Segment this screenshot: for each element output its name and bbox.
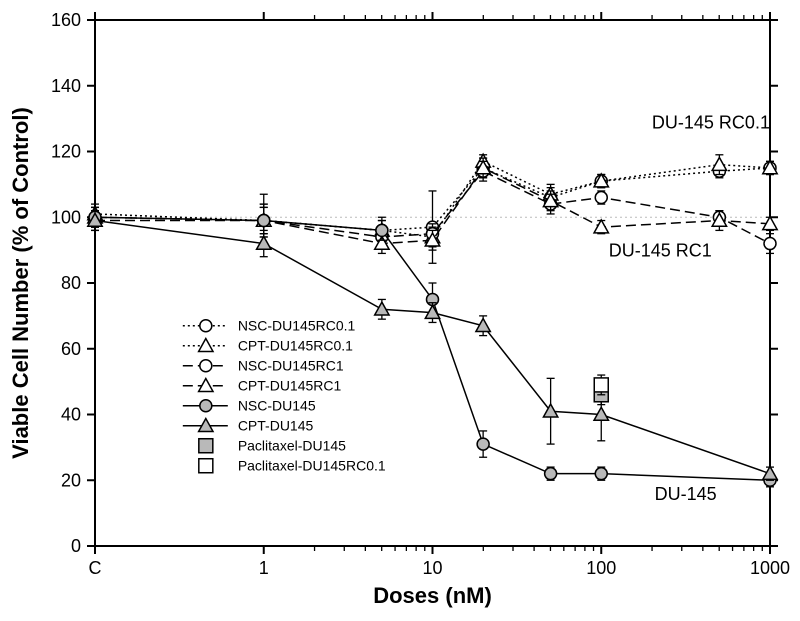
svg-text:100: 100 bbox=[586, 558, 616, 578]
annotation: DU-145 RC1 bbox=[609, 241, 712, 261]
svg-text:1000: 1000 bbox=[750, 558, 790, 578]
svg-text:NSC-DU145RC0.1: NSC-DU145RC0.1 bbox=[238, 318, 356, 334]
svg-text:60: 60 bbox=[61, 339, 81, 359]
svg-text:Paclitaxel-DU145RC0.1: Paclitaxel-DU145RC0.1 bbox=[238, 458, 386, 474]
svg-text:CPT-DU145RC0.1: CPT-DU145RC0.1 bbox=[238, 338, 353, 354]
svg-text:10: 10 bbox=[422, 558, 442, 578]
svg-text:20: 20 bbox=[61, 470, 81, 490]
svg-text:NSC-DU145RC1: NSC-DU145RC1 bbox=[238, 358, 344, 374]
svg-text:NSC-DU145: NSC-DU145 bbox=[238, 398, 316, 414]
svg-text:CPT-DU145: CPT-DU145 bbox=[238, 418, 314, 434]
series-pac_rc01 bbox=[594, 375, 608, 395]
svg-text:80: 80 bbox=[61, 273, 81, 293]
svg-text:100: 100 bbox=[51, 207, 81, 227]
viability-chart: 0 20 40 60 80 100 120 140 160 C 1 10 100 1000 Viable C… bbox=[0, 0, 800, 621]
svg-text:Paclitaxel-DU145: Paclitaxel-DU145 bbox=[238, 438, 346, 454]
svg-text:40: 40 bbox=[61, 405, 81, 425]
svg-text:160: 160 bbox=[51, 10, 81, 30]
svg-text:120: 120 bbox=[51, 142, 81, 162]
svg-text:Viable Cell Number (% of Contr: Viable Cell Number (% of Control) bbox=[8, 107, 33, 459]
svg-text:140: 140 bbox=[51, 76, 81, 96]
svg-text:0: 0 bbox=[71, 536, 81, 556]
svg-text:Doses (nM): Doses (nM) bbox=[373, 583, 492, 608]
svg-text:CPT-DU145RC1: CPT-DU145RC1 bbox=[238, 378, 342, 394]
annotation: DU-145 RC0.1 bbox=[652, 112, 770, 132]
svg-text:C: C bbox=[89, 558, 102, 578]
annotation: DU-145 bbox=[655, 484, 717, 504]
svg-text:1: 1 bbox=[259, 558, 269, 578]
